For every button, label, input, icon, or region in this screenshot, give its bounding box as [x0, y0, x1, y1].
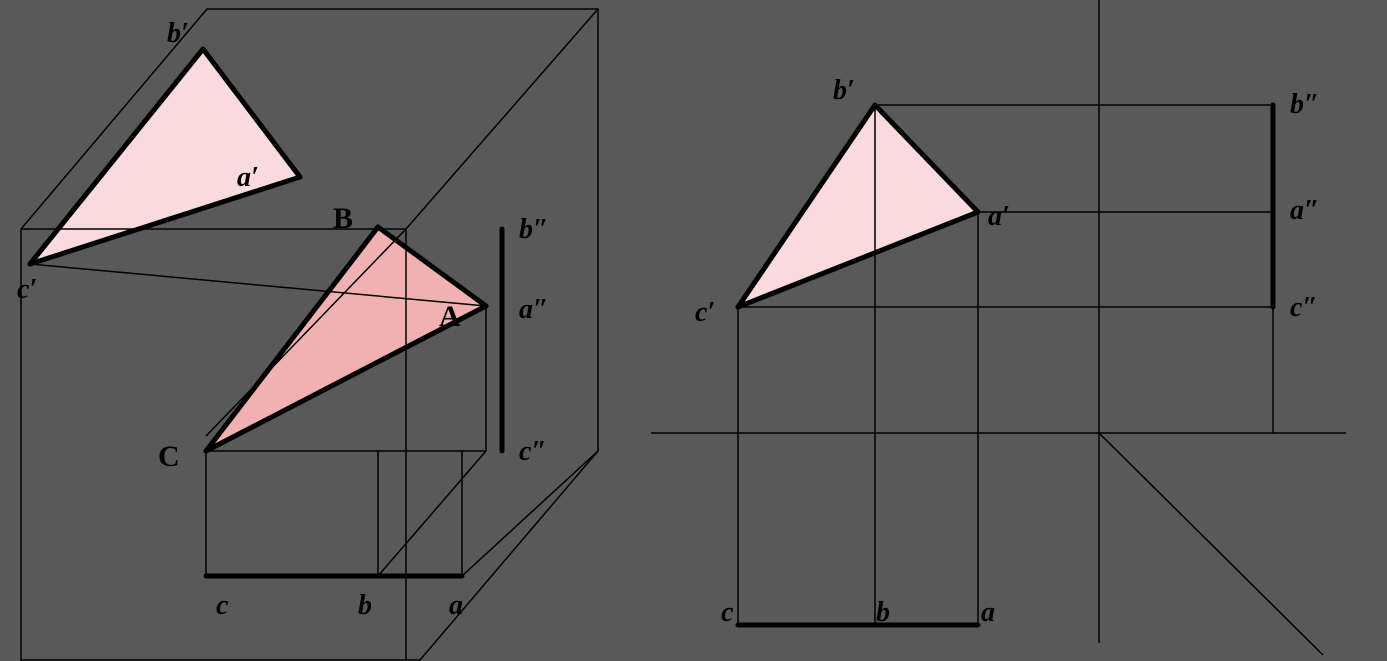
label-right-r-b-dprime: b″: [1290, 89, 1319, 120]
label-left-a: a: [449, 590, 463, 621]
label-right-r-a: a: [981, 597, 995, 628]
label-left-c: c: [216, 590, 229, 621]
label-left-a-dprime: a″: [519, 294, 548, 325]
label-right-r-c: c: [721, 597, 734, 628]
label-left-big-A: A: [439, 300, 461, 333]
diagram-canvas: b′ a′ c′ B A Cb″ a″ c″ c b a b′ a′ c′ b″ a″ c″ c b a: [0, 0, 1387, 661]
label-left-a-prime: a′: [237, 162, 259, 193]
label-left-b-prime: b′: [167, 18, 189, 49]
label-left-big-B: B: [333, 202, 353, 235]
label-left-b: b: [358, 590, 372, 621]
label-left-b-dprime: b″: [519, 214, 548, 245]
label-left-c-dprime: c″: [519, 436, 547, 467]
label-right-r-b-prime: b′: [833, 75, 855, 106]
label-left-big-C: C: [158, 440, 180, 473]
label-right-r-a-prime: a′: [988, 201, 1010, 232]
label-right-r-c-prime: c′: [695, 297, 715, 328]
label-left-c-prime: c′: [17, 274, 37, 305]
label-right-r-a-dprime: a″: [1290, 195, 1319, 226]
label-right-r-c-dprime: c″: [1290, 292, 1318, 323]
label-right-r-b: b: [876, 597, 890, 628]
